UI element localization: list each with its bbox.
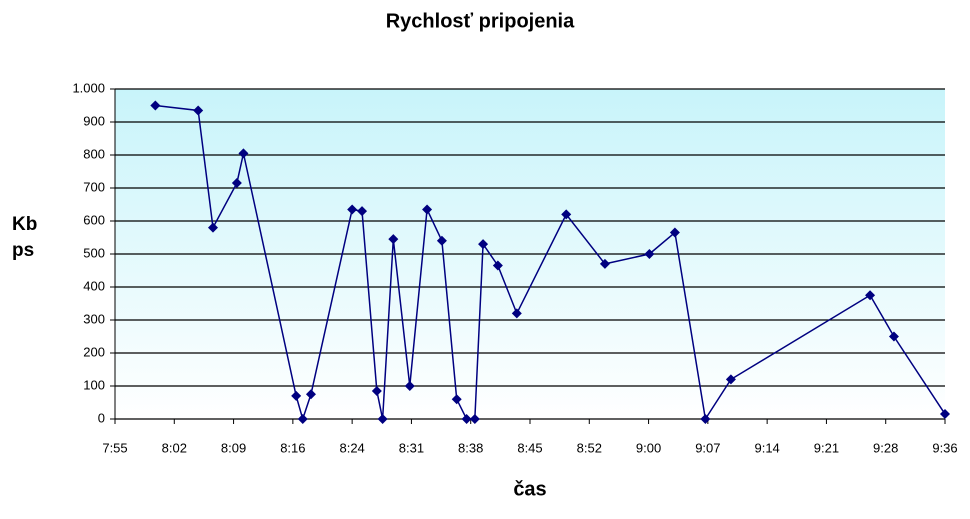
data-point <box>669 227 680 238</box>
y-axis-label: Kbps <box>12 214 38 261</box>
data-point <box>297 414 308 424</box>
data-point <box>436 235 447 246</box>
data-point <box>238 148 249 159</box>
data-point <box>888 331 899 342</box>
data-point <box>451 394 462 405</box>
y-tick-label: 400 <box>83 278 105 293</box>
data-point <box>231 178 242 189</box>
x-tick-label: 9:07 <box>695 440 720 455</box>
data-point <box>469 414 480 424</box>
x-tick-label: 8:24 <box>339 440 364 455</box>
data-point <box>644 249 655 259</box>
x-tick-label: 7:55 <box>102 440 127 455</box>
y-tick-label: 0 <box>98 410 105 425</box>
x-tick-label: 9:36 <box>932 440 957 455</box>
data-point <box>305 389 316 400</box>
data-point <box>371 385 382 396</box>
data-point <box>347 204 358 215</box>
x-tick-label: 8:52 <box>577 440 602 455</box>
data-point <box>150 100 161 111</box>
y-tick-label: 200 <box>83 344 105 359</box>
data-point <box>478 239 489 250</box>
data-point <box>377 414 388 424</box>
x-tick-label: 9:28 <box>873 440 898 455</box>
data-point <box>291 390 302 401</box>
y-tick-label: 600 <box>83 212 105 227</box>
y-tick-label: 300 <box>83 311 105 326</box>
x-tick-label: 8:16 <box>280 440 305 455</box>
data-point <box>422 204 433 215</box>
x-tick-label: 8:31 <box>399 440 424 455</box>
data-point <box>207 222 218 233</box>
y-tick-label: 500 <box>83 245 105 260</box>
x-axis-label: čas <box>513 478 546 500</box>
x-tick-label: 8:09 <box>221 440 246 455</box>
y-tick-label: 100 <box>83 377 105 392</box>
data-point <box>700 414 711 424</box>
y-tick-label: 700 <box>83 179 105 194</box>
data-point <box>388 234 399 245</box>
data-point <box>511 308 522 319</box>
x-tick-label: 8:45 <box>517 440 542 455</box>
data-point <box>865 290 876 301</box>
data-point <box>492 260 503 271</box>
data-point <box>561 209 572 220</box>
data-point <box>404 381 415 391</box>
y-tick-label: 1.000 <box>72 80 105 95</box>
data-point <box>940 409 950 420</box>
x-tick-label: 8:38 <box>458 440 483 455</box>
y-tick-label: 800 <box>83 146 105 161</box>
x-tick-label: 8:02 <box>162 440 187 455</box>
x-tick-label: 9:14 <box>754 440 779 455</box>
data-point <box>461 414 472 424</box>
data-point <box>193 105 204 116</box>
x-tick-label: 9:21 <box>814 440 839 455</box>
y-tick-label: 900 <box>83 113 105 128</box>
data-point <box>725 374 736 385</box>
chart-title: Rychlosť pripojenia <box>386 10 575 32</box>
x-tick-label: 9:00 <box>636 440 661 455</box>
data-point <box>599 258 610 269</box>
data-point <box>357 206 368 217</box>
